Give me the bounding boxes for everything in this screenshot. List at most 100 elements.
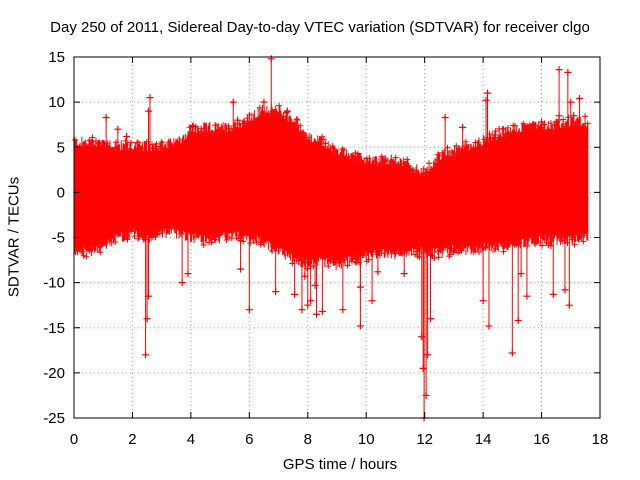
data-point [504, 124, 511, 131]
data-point [582, 113, 589, 120]
y-tick-label: -15 [43, 320, 65, 337]
x-tick-label: 10 [358, 431, 375, 448]
data-point [304, 301, 312, 309]
data-point [565, 301, 573, 309]
data-point [453, 142, 460, 149]
data-point [436, 153, 443, 160]
data-point [241, 230, 248, 237]
chart-title: Day 250 of 2011, Sidereal Day-to-day VTE… [50, 19, 590, 36]
data-point [447, 245, 454, 252]
data-point [276, 102, 283, 109]
data-point [462, 138, 469, 145]
data-point [298, 306, 306, 314]
data-point [410, 167, 417, 174]
data-point [89, 134, 96, 141]
data-point [226, 125, 233, 132]
y-tick-label: 5 [57, 139, 65, 156]
data-point [297, 122, 304, 129]
data-point [260, 98, 268, 106]
data-point [404, 156, 411, 163]
data-point [188, 122, 196, 130]
data-point [422, 391, 430, 399]
x-tick-label: 18 [592, 431, 609, 448]
data-point [301, 272, 309, 280]
data-point [241, 118, 248, 125]
data-point [247, 239, 254, 246]
data-point [576, 95, 584, 103]
data-point [514, 317, 522, 325]
x-tick-label: 12 [416, 431, 433, 448]
tick-labels: 0 2 4 6 8 10 12 14 16 18 -25 -20 -15 -10 -5 0 5 10 15 [43, 49, 608, 448]
data-point [479, 297, 487, 305]
data-point [291, 290, 299, 298]
data-point [228, 235, 235, 242]
data-point [400, 270, 408, 278]
data-point [415, 170, 422, 177]
data-point [517, 270, 525, 278]
data-point [283, 107, 291, 115]
y-tick-label: -25 [43, 410, 65, 427]
x-tick-label: 2 [128, 431, 136, 448]
plot-area [71, 55, 591, 422]
data-point [426, 160, 433, 167]
x-tick-label: 16 [533, 431, 550, 448]
x-tick-label: 0 [70, 431, 78, 448]
data-point [272, 288, 280, 296]
y-tick-label: -10 [43, 275, 65, 292]
data-point [458, 247, 465, 254]
data-point [146, 94, 154, 102]
data-point [267, 55, 275, 63]
data-point [584, 120, 591, 127]
data-point [112, 239, 119, 246]
data-point [145, 107, 153, 115]
data-point [459, 123, 467, 131]
data-point [482, 96, 490, 104]
data-point [225, 122, 232, 129]
data-point [325, 263, 332, 270]
data-point [483, 89, 491, 97]
data-point [508, 349, 516, 357]
data-point [83, 253, 90, 260]
data-point [580, 238, 587, 245]
data-point [570, 112, 578, 120]
data-point [483, 243, 490, 250]
data-point [431, 255, 438, 262]
data-point [124, 142, 131, 149]
data-point [246, 111, 253, 118]
data-point [365, 256, 372, 263]
x-tick-label: 14 [475, 431, 492, 448]
data-point [134, 235, 141, 242]
data-point [475, 139, 482, 146]
data-point [153, 140, 160, 147]
data-point [339, 306, 347, 314]
data-point [441, 113, 449, 121]
data-point [234, 116, 242, 124]
data-point [553, 118, 560, 125]
data-point [300, 129, 307, 136]
data-point [149, 234, 156, 241]
data-point [412, 251, 419, 258]
data-point [184, 270, 192, 278]
data-point [138, 145, 145, 152]
data-point [427, 315, 435, 323]
data-point [212, 122, 219, 129]
data-point [145, 292, 153, 300]
data-band [74, 113, 589, 261]
data-point [539, 242, 546, 249]
data-point [127, 139, 134, 146]
x-tick-label: 6 [245, 431, 253, 448]
data-point [177, 230, 184, 237]
data-point [492, 127, 499, 134]
data-point [114, 125, 122, 133]
data-point [142, 351, 150, 359]
data-point [419, 364, 427, 372]
data-point [322, 140, 329, 147]
data-point [560, 116, 567, 123]
data-point [424, 351, 432, 359]
data-point [158, 227, 165, 234]
data-point [374, 268, 382, 276]
data-point [368, 297, 376, 305]
data-point [294, 117, 301, 124]
data-point [341, 147, 348, 154]
